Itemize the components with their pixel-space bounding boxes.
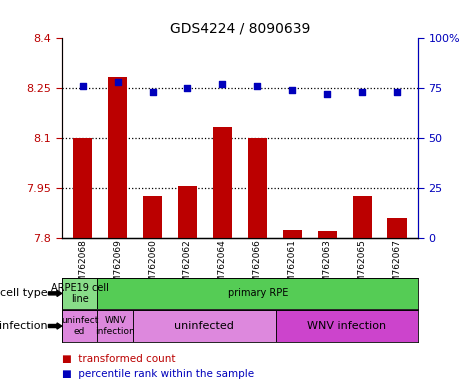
Bar — [62, 278, 97, 309]
Title: GDS4224 / 8090639: GDS4224 / 8090639 — [170, 22, 310, 36]
Text: cell type: cell type — [0, 288, 48, 298]
Point — [393, 89, 401, 95]
Text: primary RPE: primary RPE — [228, 288, 288, 298]
Bar — [143, 197, 162, 238]
Bar — [276, 310, 418, 342]
Text: WNV
infection: WNV infection — [95, 316, 135, 336]
Bar — [108, 77, 127, 238]
Point — [114, 79, 122, 85]
Bar — [213, 127, 232, 238]
Bar — [352, 197, 372, 238]
Text: WNV infection: WNV infection — [307, 321, 386, 331]
Point — [358, 89, 366, 95]
Bar — [62, 310, 97, 342]
Point — [323, 91, 331, 98]
Text: ■  percentile rank within the sample: ■ percentile rank within the sample — [62, 369, 254, 379]
Bar — [97, 310, 133, 342]
Bar — [283, 230, 302, 238]
Text: uninfect
ed: uninfect ed — [61, 316, 98, 336]
Point — [254, 83, 261, 89]
Bar — [388, 218, 407, 238]
Text: ARPE19 cell
line: ARPE19 cell line — [51, 283, 108, 304]
Point — [288, 87, 296, 93]
Point — [218, 81, 226, 88]
Bar — [248, 138, 267, 238]
Text: ■  transformed count: ■ transformed count — [62, 354, 175, 364]
Point — [149, 89, 156, 95]
Point — [79, 83, 86, 89]
Bar — [178, 187, 197, 238]
Text: uninfected: uninfected — [174, 321, 234, 331]
Bar — [133, 310, 276, 342]
Bar — [318, 232, 337, 238]
Text: infection: infection — [0, 321, 48, 331]
Point — [184, 85, 191, 91]
Bar — [73, 138, 92, 238]
